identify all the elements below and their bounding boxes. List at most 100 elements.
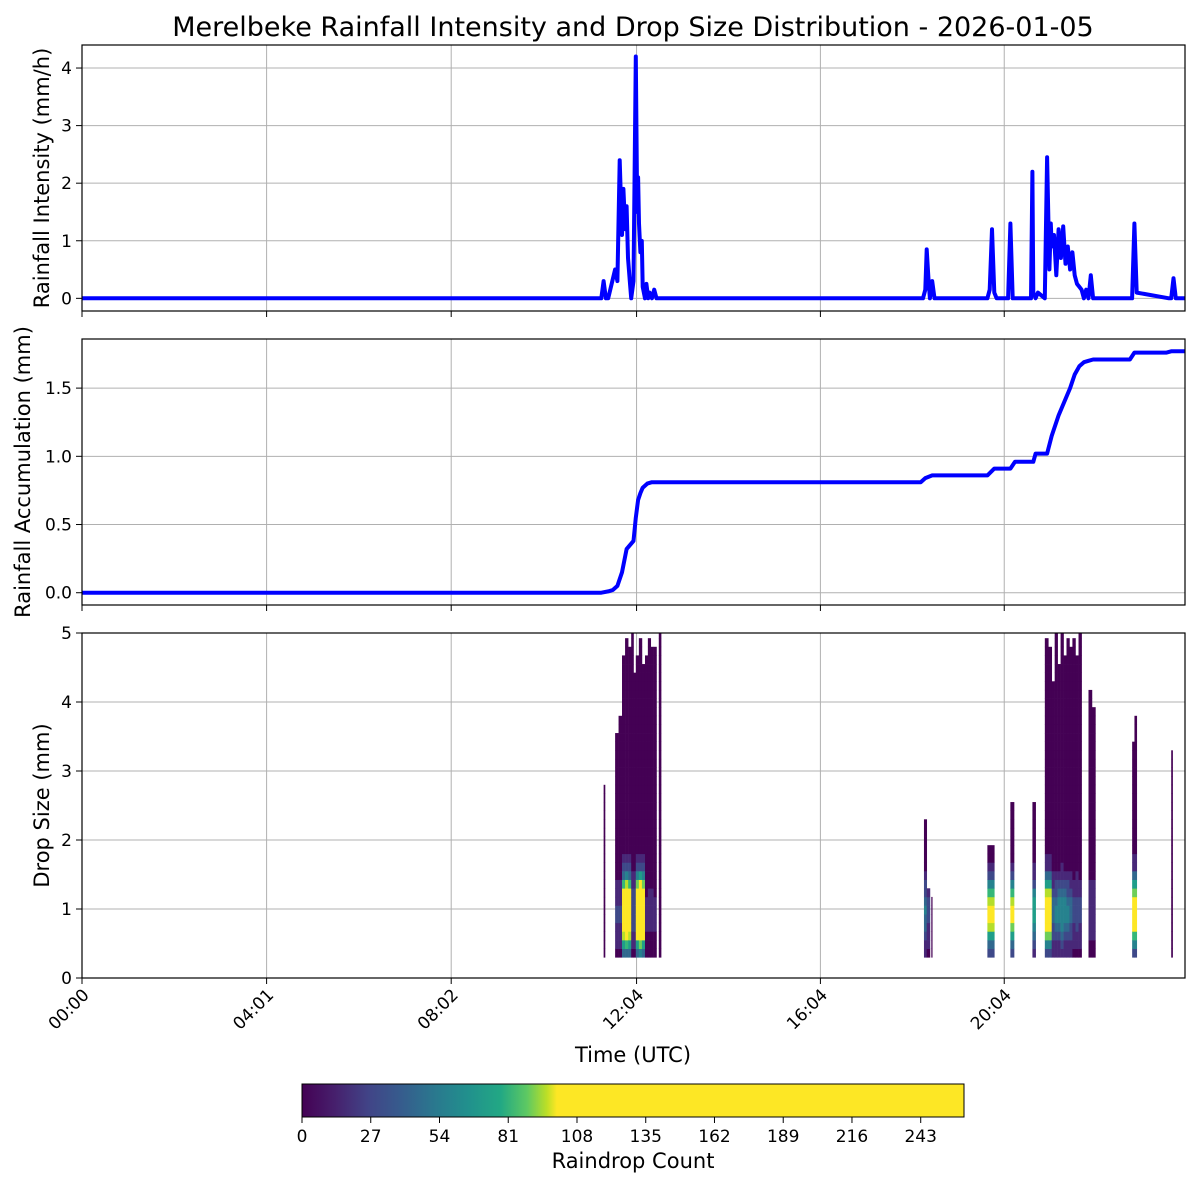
y-tick-label: 1 — [61, 900, 72, 920]
heatmap-cell — [633, 750, 637, 760]
heatmap-cell — [1057, 922, 1061, 932]
heatmap-cell — [1069, 750, 1073, 760]
heatmap-cell — [618, 802, 623, 811]
heatmap-cell — [1069, 724, 1073, 734]
heatmap-cell — [1075, 802, 1079, 811]
heatmap-cell — [1091, 819, 1096, 829]
heatmap-cell — [1044, 707, 1049, 717]
heatmap-cell — [625, 733, 629, 742]
heatmap-cell — [1044, 827, 1049, 837]
heatmap-cell — [650, 655, 654, 665]
x-tick-label: 16:04 — [783, 985, 832, 1034]
heatmap-cell — [653, 707, 657, 717]
heatmap-cell — [622, 724, 626, 734]
heatmap-cell — [1072, 646, 1076, 656]
heatmap-cell — [650, 853, 654, 863]
heatmap-cell — [1171, 836, 1173, 846]
heatmap-cell — [1069, 827, 1073, 837]
heatmap-cell — [622, 767, 626, 777]
heatmap-cell — [635, 922, 640, 932]
heatmap-cell — [1010, 802, 1015, 811]
heatmap-cell — [1054, 715, 1058, 725]
heatmap-cell — [1048, 871, 1053, 880]
y-tick-label: 1.5 — [45, 379, 72, 399]
heatmap-cell — [1072, 905, 1076, 915]
heatmap-cell — [658, 827, 662, 837]
heatmap-cell — [635, 862, 640, 872]
heatmap-cell — [615, 810, 619, 820]
heatmap-cell — [615, 896, 619, 906]
heatmap-cell — [647, 776, 652, 786]
heatmap-cell — [647, 681, 652, 691]
panel-intensity: 0 1 2 3 4 Rainfall Intensity (mm/h) — [30, 44, 1186, 317]
heatmap-cell — [635, 888, 640, 898]
heatmap-cell — [644, 689, 649, 699]
heatmap-cell — [603, 879, 606, 889]
heatmap-cell — [1060, 810, 1064, 820]
heatmap-cell — [638, 810, 643, 820]
heatmap-cell — [1132, 905, 1135, 915]
heatmap-cell — [1060, 827, 1064, 837]
heatmap-cell — [628, 845, 632, 855]
heatmap-cell — [1132, 802, 1135, 811]
heatmap-cell — [1044, 853, 1049, 863]
heatmap-cell — [1134, 871, 1138, 880]
heatmap-cell — [1048, 802, 1053, 811]
heatmap-cell — [1032, 888, 1036, 898]
heatmap-cell — [1048, 698, 1053, 708]
heatmap-cell — [1051, 681, 1055, 691]
panel-accumulation: 0.0 0.5 1.0 1.5 Rainfall Accumulation (mm) — [11, 326, 1186, 618]
heatmap-cell — [644, 698, 649, 708]
y-tick-label: 4 — [61, 59, 72, 79]
colorbar: 0 27 54 81 108 135 162 189 216 243 Raindrop Count — [297, 1083, 965, 1173]
heatmap-cell — [635, 948, 640, 958]
heatmap-cell — [1075, 836, 1079, 846]
heatmap-cell — [653, 940, 657, 949]
heatmap-cell — [1044, 689, 1049, 699]
heatmap-cell — [1075, 914, 1079, 924]
heatmap-cell — [1044, 862, 1049, 872]
heatmap-cell — [658, 853, 662, 863]
heatmap-cell — [1066, 905, 1070, 915]
heatmap-cell — [1066, 922, 1070, 932]
heatmap-cell — [615, 750, 619, 760]
heatmap-cell — [1132, 827, 1135, 837]
heatmap-cell — [625, 802, 629, 811]
heatmap-cell — [1060, 793, 1064, 803]
heatmap-cell — [644, 810, 649, 820]
heatmap-cell — [1060, 776, 1064, 786]
heatmap-cell — [1091, 879, 1096, 889]
colorbar-tick-label: 54 — [429, 1127, 451, 1147]
heatmap-cell — [1072, 733, 1076, 742]
heatmap-burst — [987, 845, 995, 958]
heatmap-cell — [1060, 802, 1064, 811]
heatmap-cell — [1044, 896, 1049, 906]
heatmap-cell — [1048, 793, 1053, 803]
heatmap-cell — [1069, 664, 1073, 673]
heatmap-cell — [1063, 853, 1067, 863]
heatmap-cell — [641, 896, 646, 906]
heatmap-cell — [603, 940, 606, 949]
heatmap-cell — [1063, 698, 1067, 708]
heatmap-cell — [644, 750, 649, 760]
heatmap-cell — [638, 655, 643, 665]
colorbar-tick-label: 162 — [698, 1127, 730, 1147]
heatmap-cell — [638, 715, 643, 725]
heatmap-cell — [615, 931, 619, 941]
heatmap-cell — [1054, 646, 1058, 656]
heatmap-cell — [1066, 845, 1070, 855]
heatmap-cell — [631, 715, 634, 725]
heatmap-cell — [1078, 758, 1082, 768]
heatmap-cell — [631, 853, 634, 863]
heatmap-cell — [653, 914, 657, 924]
heatmap-cell — [622, 655, 626, 665]
heatmap-cell — [633, 802, 637, 811]
heatmap-cell — [1057, 681, 1061, 691]
heatmap-cell — [641, 758, 646, 768]
heatmap-cell — [1069, 758, 1073, 768]
heatmap-cell — [644, 862, 649, 872]
heatmap-cell — [622, 922, 626, 932]
heatmap-cell — [625, 922, 629, 932]
heatmap-cell — [1134, 931, 1138, 941]
heatmap-cell — [931, 931, 933, 941]
